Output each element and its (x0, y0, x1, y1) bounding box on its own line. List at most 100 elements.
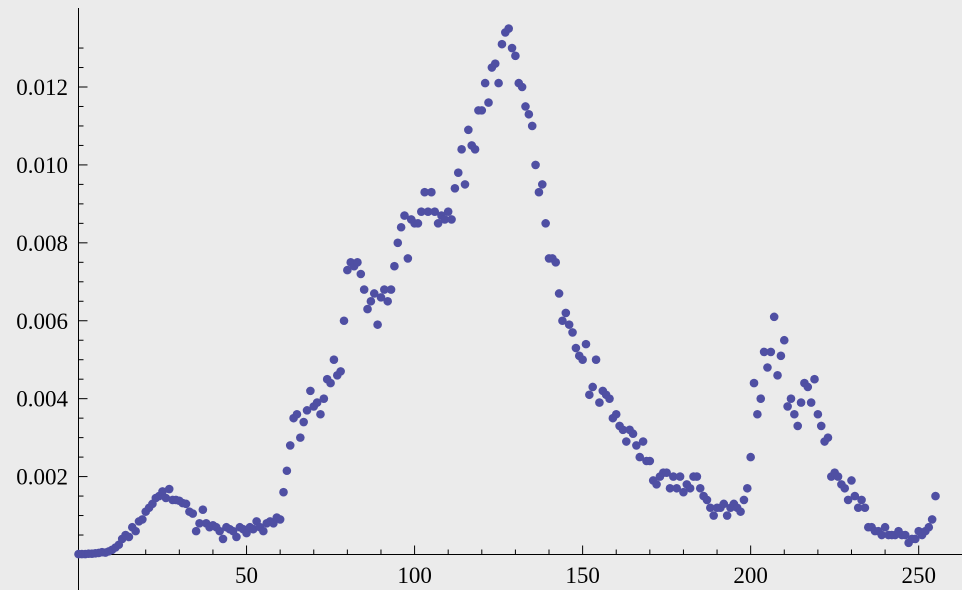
data-point (786, 394, 796, 403)
data-point (497, 39, 507, 49)
data-point (380, 285, 389, 294)
data-point (460, 180, 470, 189)
data-point (443, 207, 453, 216)
data-point (527, 121, 537, 131)
data-point (531, 160, 540, 170)
data-point (457, 145, 466, 154)
data-point (564, 320, 574, 329)
data-point (695, 483, 705, 493)
data-point (803, 382, 813, 392)
data-point (279, 487, 288, 497)
data-point (628, 429, 638, 439)
data-point (571, 343, 581, 353)
data-point (198, 505, 208, 514)
x-tick-label: 250 (901, 563, 936, 588)
data-point (665, 483, 675, 493)
data-point (376, 293, 386, 302)
data-point (464, 125, 473, 135)
x-tick-label: 100 (397, 563, 432, 588)
data-point (773, 370, 782, 380)
data-point (312, 398, 322, 407)
data-point (749, 378, 759, 388)
data-point (302, 406, 312, 415)
data-point (931, 491, 940, 501)
data-point (816, 421, 826, 431)
data-point (793, 421, 803, 431)
data-point (554, 289, 564, 298)
x-tick-label: 200 (733, 563, 768, 588)
data-point (373, 320, 382, 329)
x-tick-label: 150 (565, 563, 600, 588)
data-point (359, 285, 369, 294)
data-point (706, 503, 715, 513)
data-point (581, 339, 591, 349)
data-point (622, 437, 631, 446)
data-point (739, 495, 749, 505)
data-point (396, 222, 406, 232)
data-point (299, 417, 308, 427)
data-point (450, 183, 460, 193)
data-point (568, 328, 577, 337)
data-point (191, 526, 201, 536)
data-point (702, 495, 712, 505)
y-tick-label: 0.006 (16, 309, 68, 334)
data-point (161, 493, 171, 503)
data-point (840, 483, 850, 493)
data-point (477, 106, 487, 115)
data-point (306, 386, 315, 396)
data-point (131, 526, 140, 536)
data-point (783, 402, 792, 411)
y-tick-label: 0.004 (16, 387, 68, 412)
data-point (427, 187, 436, 197)
data-point (393, 238, 403, 248)
axes (78, 8, 962, 590)
data-point (433, 219, 443, 228)
data-point (880, 522, 890, 532)
data-point (124, 532, 134, 542)
data-point (480, 78, 490, 88)
data-point (679, 487, 688, 497)
data-point (652, 480, 661, 489)
data-point (369, 289, 379, 298)
data-point (336, 367, 345, 376)
data-point (248, 524, 258, 534)
data-point (504, 24, 513, 33)
data-point (524, 109, 534, 119)
data-point (769, 312, 779, 322)
data-point (507, 43, 517, 53)
data-point (400, 211, 409, 220)
data-point (823, 433, 833, 442)
data-point (484, 98, 493, 107)
data-point (675, 472, 685, 481)
data-point (158, 487, 167, 496)
data-points (74, 24, 940, 559)
data-point (470, 145, 480, 154)
data-point (316, 409, 325, 419)
data-point (662, 468, 671, 477)
data-point (810, 374, 819, 384)
data-point (790, 409, 799, 419)
data-point (195, 519, 204, 528)
y-tick-label: 0.012 (16, 75, 68, 100)
data-point (390, 261, 399, 271)
data-point (188, 509, 198, 518)
data-point (796, 398, 806, 407)
ticks: 50 100 150 200 250 0.002 0.004 0.006 0.008 0.010 0… (16, 47, 936, 588)
data-point (494, 78, 503, 88)
data-point (806, 398, 816, 407)
data-point (860, 503, 870, 513)
data-point (339, 316, 349, 326)
data-point (521, 102, 530, 111)
data-point (420, 187, 429, 197)
data-point (164, 484, 174, 494)
data-point (275, 515, 285, 524)
data-point (709, 511, 718, 520)
data-point (753, 409, 762, 419)
data-point (877, 530, 887, 540)
data-point (719, 499, 729, 509)
data-point (742, 483, 752, 493)
data-point (453, 168, 463, 178)
data-point (635, 452, 645, 462)
